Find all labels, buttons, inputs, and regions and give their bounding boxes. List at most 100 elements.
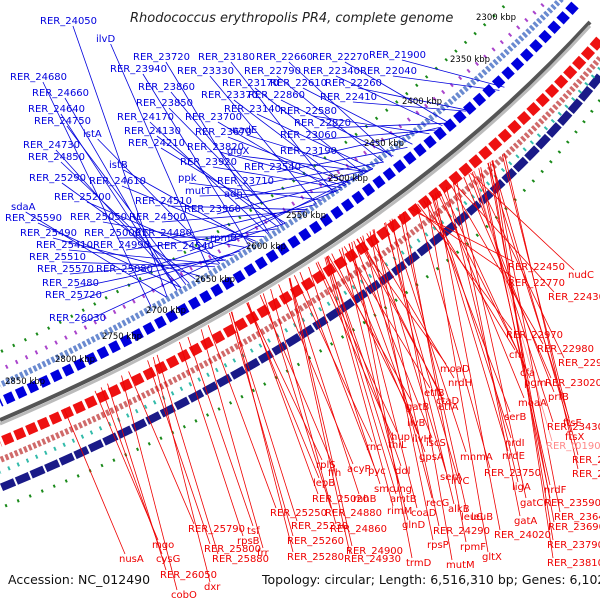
reverse-gene-label: RER_t0190 bbox=[546, 441, 600, 452]
reverse-leader-line bbox=[426, 198, 489, 553]
reverse-leader-line bbox=[373, 229, 440, 527]
reverse-leader-line bbox=[450, 184, 544, 345]
reverse-gene-label: trmD bbox=[406, 558, 432, 569]
reverse-gene-label: RER_25230 bbox=[291, 521, 348, 532]
forward-gene-label: RER_25000 bbox=[84, 228, 141, 239]
reverse-gene-label: frr bbox=[257, 548, 269, 559]
reverse-gene-label: RER_24880 bbox=[325, 508, 382, 519]
reverse-gene-label: iscS bbox=[426, 438, 446, 449]
reverse-gene-label: prfB bbox=[548, 392, 569, 403]
forward-gene-label: RER_23860 bbox=[138, 82, 195, 93]
forward-gene-label: ppk bbox=[178, 173, 197, 184]
reverse-gene-label: serA bbox=[440, 472, 462, 483]
reverse-leader-line bbox=[445, 187, 519, 483]
reverse-gene-label: RER_23690 bbox=[548, 522, 600, 533]
forward-leader-line bbox=[335, 75, 443, 127]
reverse-gene-label: RER_22450 bbox=[508, 262, 565, 273]
kbp-tick-label: 2800 kbp bbox=[55, 355, 95, 365]
kbp-tick-label: 2700 kbp bbox=[146, 306, 186, 316]
reverse-leader-line bbox=[147, 360, 211, 545]
kbp-tick-label: 2550 kbp bbox=[286, 211, 326, 221]
reverse-leader-line bbox=[487, 162, 555, 523]
forward-gene-label: RER_24750 bbox=[34, 116, 91, 127]
forward-leader-line bbox=[276, 146, 408, 173]
forward-gene-label: RER_23330 bbox=[177, 66, 234, 77]
kbp-scale: 2300 kbp 2350 kbp 2400 kbp 2450 kbp 2500 kbp… bbox=[5, 13, 516, 387]
reverse-gene-label: RER_23590 bbox=[544, 498, 600, 509]
forward-leader-line bbox=[167, 204, 316, 239]
reverse-gene-label: serB bbox=[504, 412, 526, 423]
forward-gene-label: RER_24170 bbox=[117, 112, 174, 123]
reverse-gene-label: dxr bbox=[204, 582, 221, 593]
forward-gene-label: nadE bbox=[232, 125, 257, 136]
reverse-leader-line bbox=[289, 277, 353, 547]
reverse-gene-label: moaD bbox=[440, 364, 470, 375]
forward-gene-label: RER_26030 bbox=[49, 313, 106, 324]
forward-gene-label: RER_24730 bbox=[23, 140, 80, 151]
reverse-leader-line bbox=[207, 325, 277, 509]
forward-gene-label: RER_25290 bbox=[29, 173, 86, 184]
forward-gene-label: RER_25590 bbox=[5, 213, 62, 224]
reverse-gene-label: ilvH bbox=[412, 434, 431, 445]
reverse-gene-label: ligA bbox=[512, 482, 531, 493]
forward-gene-label: RER_23370 bbox=[201, 90, 258, 101]
forward-gene-label: rpmB bbox=[210, 233, 237, 244]
forward-gene-label: RER_23850 bbox=[136, 98, 193, 109]
reverse-gene-label: RER_24860 bbox=[330, 524, 387, 535]
reverse-gene-label: cysG bbox=[156, 554, 180, 565]
reverse-leader-line bbox=[372, 229, 447, 473]
reverse-leader-line bbox=[348, 243, 426, 453]
reverse-gene-label: amtB bbox=[390, 494, 417, 505]
kbp-tick-label: 2650 kbp bbox=[195, 275, 235, 285]
forward-leader-line bbox=[125, 228, 276, 251]
forward-leader-line bbox=[128, 222, 286, 275]
reverse-mixed-ring bbox=[0, 56, 600, 463]
forward-leader-line bbox=[61, 182, 196, 280]
reverse-gene-label: leuC bbox=[461, 512, 483, 523]
reverse-leader-line bbox=[385, 222, 455, 505]
forward-gene-label: RER_22270 bbox=[312, 52, 369, 63]
forward-gene-label: RER_24540 bbox=[157, 241, 214, 252]
reverse-gene-label: RER_23020 bbox=[545, 378, 600, 389]
kbp-tick-label: 2300 kbp bbox=[476, 13, 516, 23]
reverse-gene-label: cfa bbox=[520, 368, 535, 379]
reverse-gene-label: RER_25260 bbox=[287, 536, 344, 547]
forward-leader-line bbox=[280, 99, 394, 157]
forward-gene-label: RER_23140 bbox=[224, 104, 281, 115]
forward-cds-ring bbox=[0, 1, 579, 407]
forward-leader-line bbox=[326, 122, 447, 129]
forward-leader-line bbox=[52, 237, 201, 277]
forward-gene-label: adh bbox=[224, 189, 243, 200]
forward-gene-label: RER_25480 bbox=[42, 278, 99, 289]
forward-gene-label: RER_23670 bbox=[195, 127, 252, 138]
reverse-gene-label: RER_24900 bbox=[346, 546, 403, 557]
forward-leader-line bbox=[401, 59, 505, 88]
reverse-leader-line bbox=[492, 160, 561, 513]
reverse-label-leaders bbox=[63, 153, 579, 591]
reverse-leader-line bbox=[351, 241, 413, 559]
reverse-gene-label: RER_23750 bbox=[484, 468, 541, 479]
reverse-leader-line bbox=[453, 182, 555, 293]
reverse-gene-label: gatC bbox=[520, 498, 543, 509]
reverse-gene-label: RER_23360 bbox=[572, 455, 600, 466]
forward-gene-label: RER_23940 bbox=[110, 64, 167, 75]
kbp-tick-label: 2500 kbp bbox=[328, 174, 368, 184]
reverse-gene-label: cobO bbox=[171, 590, 197, 600]
reverse-leader-line bbox=[270, 288, 337, 525]
forward-gene-label: RER_23960 bbox=[184, 204, 241, 215]
forward-leader-line bbox=[25, 211, 167, 298]
reverse-leader-line bbox=[491, 160, 572, 433]
reverse-gene-label: rnhB bbox=[353, 494, 377, 505]
forward-leader-line bbox=[189, 188, 341, 252]
forward-gene-labels: RER_24050 ilvD RER_23720 RER_23180 RER_22660… bbox=[5, 16, 426, 324]
forward-gene-label: RER_23710 bbox=[217, 176, 274, 187]
forward-gene-label: RER_23700 bbox=[185, 112, 242, 123]
reverse-gene-label: gatB bbox=[406, 402, 429, 413]
forward-gene-label: RER_23060 bbox=[280, 130, 337, 141]
forward-gene-label: RER_25570 bbox=[37, 264, 94, 275]
reverse-gene-label: nudC bbox=[568, 270, 594, 281]
reverse-leader-line bbox=[470, 172, 575, 271]
reverse-leader-line bbox=[432, 194, 512, 439]
reverse-leader-line bbox=[63, 408, 126, 555]
reverse-leader-line bbox=[442, 189, 531, 379]
